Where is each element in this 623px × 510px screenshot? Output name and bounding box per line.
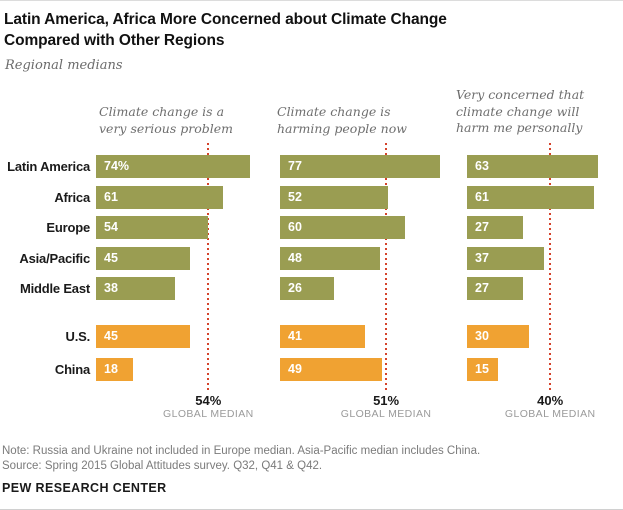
bar: 27 [467,277,524,300]
bar-value-label: 30 [475,329,489,343]
bar-value-label: 27 [475,281,489,295]
bar: 37 [467,247,544,270]
bar: 54 [96,216,209,239]
chart-note: Note: Russia and Ukraine not included in… [2,445,481,457]
bar-value-label: 45 [104,329,118,343]
bar: 30 [467,325,530,348]
bar: 45 [96,325,190,348]
bar-value-label: 74% [104,159,130,173]
chart-subtitle: Regional medians [5,58,123,73]
bar-value-label: 52 [288,190,302,204]
bar-value-label: 45 [104,251,118,265]
bar-value-label: 54 [104,220,118,234]
bar: 41 [280,325,366,348]
bar-value-label: 49 [288,362,302,376]
bar-value-label: 26 [288,281,302,295]
global-median-caption: GLOBAL MEDIAN [504,408,596,420]
region-label: Europe [46,220,90,235]
bar-value-label: 61 [104,190,118,204]
page-title: Latin America, Africa More Concerned abo… [4,11,447,49]
bar-value-label: 60 [288,220,302,234]
bar-value-label: 48 [288,251,302,265]
global-median-line [207,143,210,391]
global-median-value: 54% [195,393,222,408]
global-median-value: 40% [537,393,564,408]
global-median-caption: GLOBAL MEDIAN [163,408,254,420]
chart-source: Source: Spring 2015 Global Attitudes sur… [2,460,323,472]
bar: 60 [280,216,405,239]
bar-value-label: 15 [475,362,489,376]
region-label: China [54,362,90,377]
bar: 61 [96,186,223,209]
bar-value-label: 61 [475,190,489,204]
bar: 45 [96,247,190,270]
bar: 52 [280,186,389,209]
bar-value-label: 63 [475,159,489,173]
brand-label: PEW RESEARCH CENTER [2,481,167,495]
global-median-line [385,143,388,391]
bar: 18 [96,358,134,381]
bar-value-label: 77 [288,159,302,173]
bar: 48 [280,247,380,270]
bar: 61 [467,186,594,209]
panel-header-serious-problem: Climate change is a very serious problem [99,104,233,136]
bar: 26 [280,277,335,300]
bar: 38 [96,277,176,300]
bar: 77 [280,155,441,178]
bar-value-label: 38 [104,281,118,295]
panel-header-harming-now: Climate change is harming people now [277,104,407,136]
bar: 63 [467,155,599,178]
bar: 15 [467,358,499,381]
global-median-value: 51% [373,393,400,408]
bar-value-label: 27 [475,220,489,234]
bar: 49 [280,358,382,381]
bar-value-label: 37 [475,251,489,265]
region-label: Middle East [19,281,90,296]
panel-header-harm-personally: Very concerned that climate change will … [456,87,585,135]
region-label: Asia/Pacific [19,251,90,266]
global-median-caption: GLOBAL MEDIAN [340,408,432,420]
bar-value-label: 18 [104,362,118,376]
global-median-line [549,143,552,391]
bar-value-label: 41 [288,329,302,343]
bar: 74% [96,155,250,178]
region-label: U.S. [65,329,91,344]
region-label: Africa [54,190,90,205]
bar: 27 [467,216,524,239]
region-label: Latin America [7,159,90,174]
